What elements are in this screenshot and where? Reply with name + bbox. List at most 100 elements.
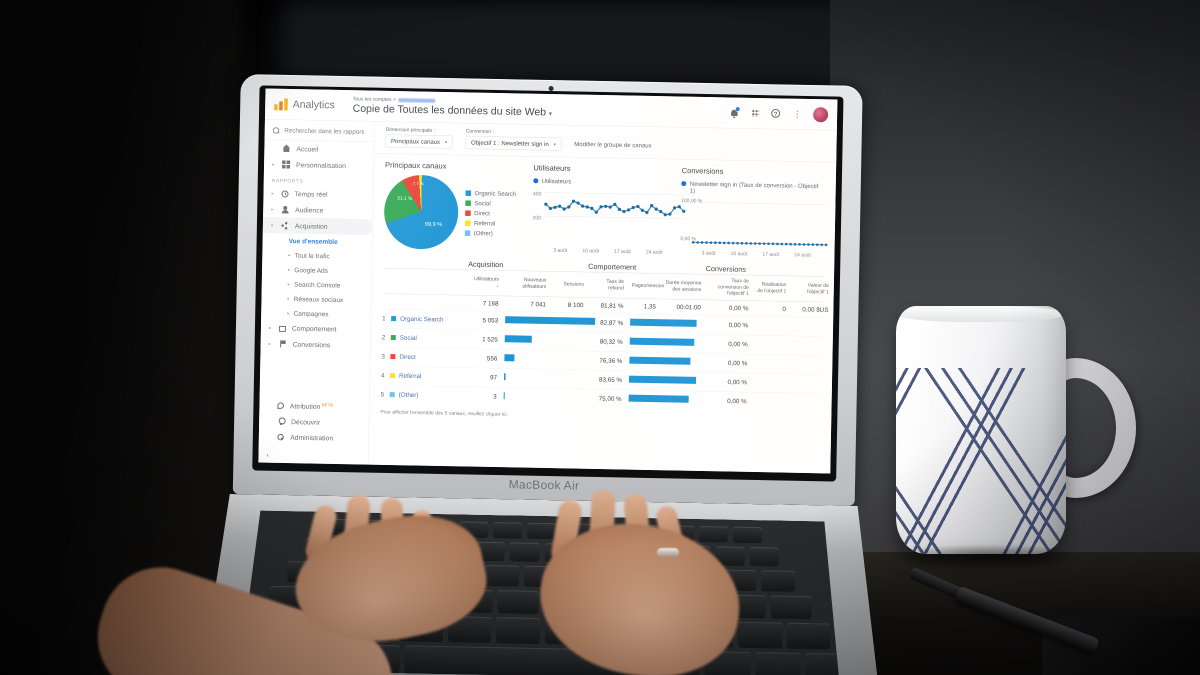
users-line-panel: Utilisateurs Utilisateurs 400 200 (532, 163, 686, 256)
column-header-conv-rate[interactable]: Taux de conversion de l'objectif 1 (717, 278, 749, 297)
chevron-down-icon: ▾ (553, 141, 556, 147)
y-axis-label: 0,00 % (680, 236, 697, 242)
users-line-chart (544, 192, 686, 219)
sidebar-item-administration[interactable]: Administration (259, 429, 369, 447)
help-icon: ? (771, 108, 781, 118)
sidebar-nav: Accueil ▸ Personnalisation RAPPORTS ▸ Te… (258, 119, 375, 465)
users-bar (503, 391, 505, 399)
users-bar (503, 372, 506, 380)
table-footer-link[interactable]: Pour afficher l'ensemble des 5 canaux, v… (380, 409, 508, 418)
acquisition-icon (281, 221, 289, 229)
keyboard-key (493, 522, 523, 539)
apps-grid-icon (751, 109, 759, 117)
audience-person-icon (281, 205, 289, 213)
pie-slice-label: 69,9 % (424, 221, 443, 228)
keyboard-key (527, 523, 557, 540)
keyboard-key (749, 547, 779, 566)
channel-link[interactable]: Organic Search (400, 315, 444, 324)
channel-swatch (389, 392, 395, 398)
analytics-app: Analytics Tous les comptes > Copie de To… (258, 88, 838, 474)
pie-legend: Organic Search Social Direct Referral (O… (464, 189, 516, 237)
y-axis-label: 200 (532, 215, 541, 221)
conversions-flag-icon (279, 340, 287, 348)
apps-grid-button[interactable] (750, 108, 760, 118)
pie-panel-title: Principaux canaux (385, 160, 447, 171)
mug-rim (896, 306, 1066, 322)
y-axis-label: 100,00 % (681, 198, 703, 204)
channel-link[interactable]: Referral (398, 372, 422, 380)
column-header-completions[interactable]: Réalisation de l'objectif 1 (757, 281, 787, 294)
column-header-duration[interactable]: Durée moyenne des sessions (665, 279, 702, 293)
user-avatar[interactable] (813, 106, 829, 123)
conversions-legend: Newsletter sign in (Taux de conversion -… (681, 180, 821, 197)
channel-link[interactable]: Social (399, 334, 417, 342)
y-axis-label: 400 (532, 191, 542, 197)
notifications-button[interactable] (729, 106, 741, 118)
legend-swatch (465, 190, 472, 196)
bounce-bar (628, 394, 689, 403)
legend-swatch (465, 210, 471, 216)
column-header-new-users[interactable]: Nouveaux utilisateurs (522, 277, 547, 290)
legend-swatch (464, 220, 471, 226)
channels-pie-chart: 69,9 % 21,1 % 7,7 % (383, 174, 459, 250)
column-header-goal-value[interactable]: Valeur de l'objectif 1 (806, 282, 829, 295)
person-silhouette (0, 0, 240, 675)
more-options-button[interactable]: ⋮ (792, 108, 802, 119)
users-legend: Utilisateurs (533, 177, 676, 187)
keyboard-key (755, 652, 801, 675)
keyboard-key (771, 595, 812, 619)
home-icon (282, 144, 290, 152)
bounce-bar (629, 356, 691, 365)
column-header-pages[interactable]: Pages/session (631, 282, 665, 289)
breadcrumb-account-link[interactable] (398, 97, 436, 103)
keyboard-key (733, 527, 763, 544)
keyboard-key (510, 542, 540, 561)
sidebar-collapse-button[interactable]: ‹ (266, 450, 269, 459)
keyboard-key (698, 526, 728, 543)
dimension-label: Dimension principale : (385, 126, 436, 134)
conversions-line-panel: Conversions Newsletter sign in (Taux de … (680, 167, 828, 259)
legend-dot-icon (533, 178, 539, 184)
view-title[interactable]: Copie de Toutes les données du site Web … (352, 102, 553, 118)
channel-swatch (390, 373, 396, 379)
bounce-bar (628, 375, 697, 384)
keyboard-key (786, 623, 830, 650)
channel-swatch (390, 335, 396, 341)
coffee-mug (888, 306, 1136, 570)
edit-channel-group-link[interactable]: Modifier le groupe de canaux (574, 140, 652, 149)
sidebar-item-conversions[interactable]: ▸ Conversions (268, 340, 331, 349)
users-panel-title: Utilisateurs (533, 163, 571, 173)
bounce-bar (630, 318, 697, 327)
chevron-down-icon: ▾ (445, 139, 448, 145)
pie-slice-label: 21,1 % (397, 195, 413, 202)
keyboard-key (738, 622, 782, 649)
conversion-goal-select[interactable]: Objectif 1 : Newsletter sign in ▾ (465, 135, 562, 151)
conversions-line-chart (692, 202, 828, 247)
report-search[interactable] (264, 121, 375, 143)
primary-dimension-select[interactable]: Principaux canaux ▾ (385, 134, 453, 149)
mug-stripes (896, 368, 1066, 554)
channels-table: Acquisition Comportement Conversions Uti… (369, 252, 834, 435)
x-axis-ticks: 3 août 10 août 17 août 24 août (553, 247, 663, 256)
help-button[interactable]: ? (771, 108, 781, 119)
search-input[interactable] (284, 126, 365, 136)
search-icon (273, 127, 280, 134)
notification-badge (735, 106, 741, 112)
column-header-sessions[interactable]: Sessions (563, 281, 584, 287)
laptop-lid: Analytics Tous les comptes > Copie de To… (232, 74, 863, 506)
product-name: Analytics (292, 98, 335, 111)
keyboard-key (761, 570, 796, 592)
gear-icon (277, 433, 284, 441)
column-header-users[interactable]: Utilisateurs ↓ (474, 276, 499, 288)
users-bar (505, 315, 596, 325)
group-header-comportement: Comportement (588, 262, 637, 272)
users-bar (504, 334, 533, 343)
realtime-clock-icon (281, 190, 289, 198)
x-axis-ticks: 3 août 10 août 17 août 24 août (701, 250, 811, 259)
main-content: Dimension principale : Principaux canaux… (368, 121, 837, 474)
column-header-bounce[interactable]: Taux de rebond (606, 278, 624, 291)
channel-link[interactable]: Direct (399, 353, 416, 361)
channel-link[interactable]: (Other) (398, 391, 419, 399)
keyboard-key (805, 653, 874, 675)
